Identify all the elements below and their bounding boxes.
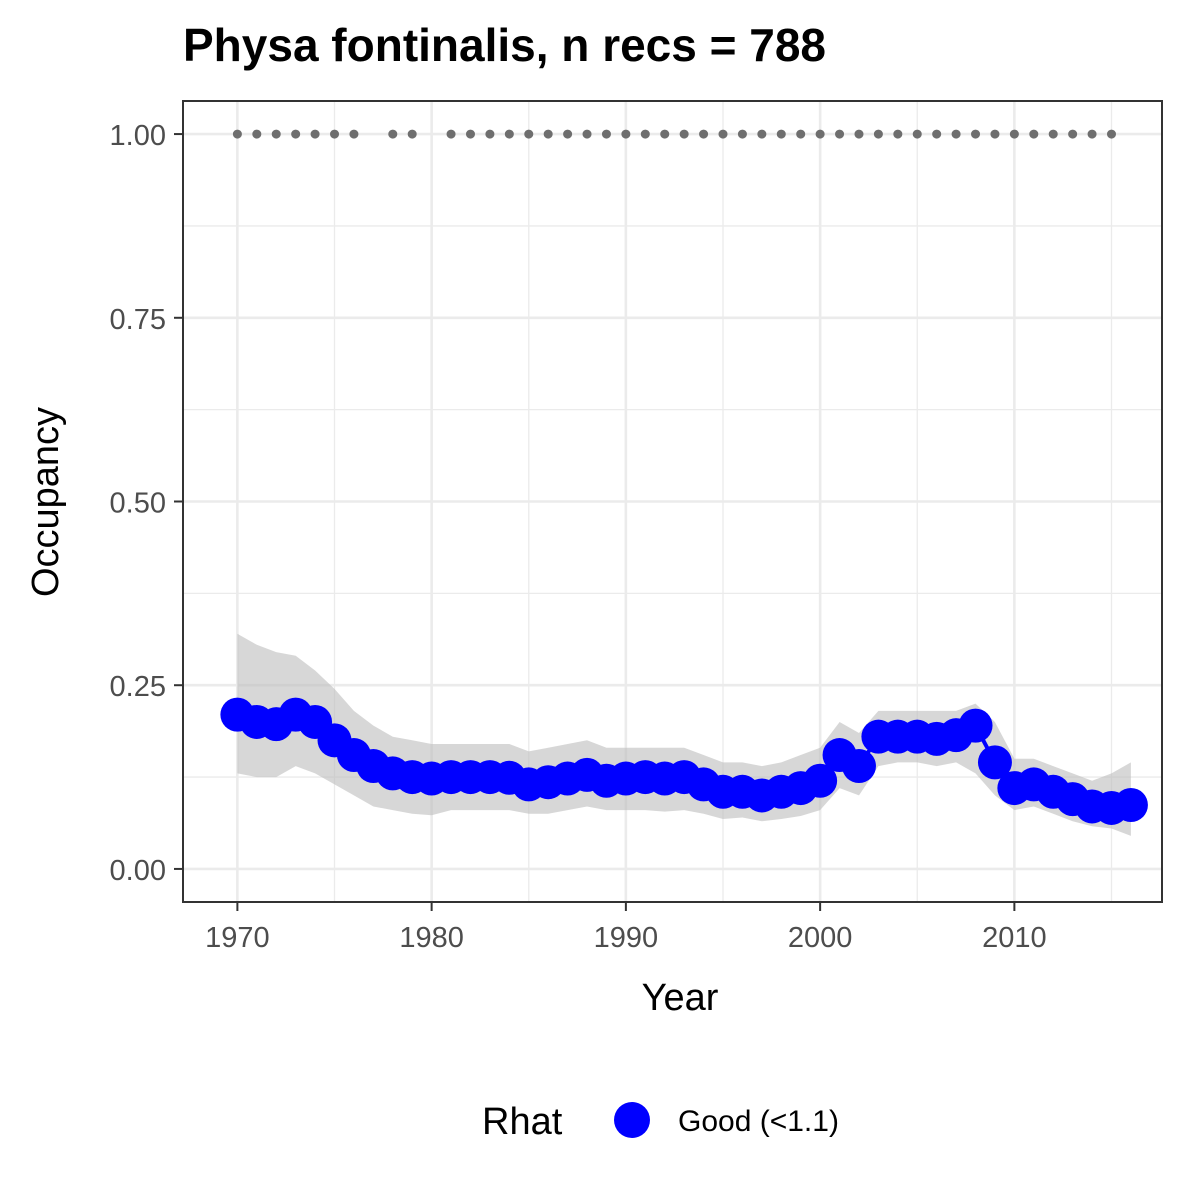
legend-title: Rhat (482, 1101, 563, 1143)
record-point (990, 130, 999, 139)
record-point (874, 130, 883, 139)
record-point (272, 130, 281, 139)
x-tick-label: 1970 (205, 922, 270, 954)
y-axis: 0.00 0.25 0.50 0.75 1.00 (110, 120, 183, 887)
y-tick-label: 0.25 (110, 671, 166, 703)
record-point (602, 130, 611, 139)
y-tick-label: 1.00 (110, 120, 166, 152)
record-point (641, 130, 650, 139)
record-point (835, 130, 844, 139)
data-point (959, 709, 993, 743)
record-point (544, 130, 553, 139)
record-point (932, 130, 941, 139)
record-point (252, 130, 261, 139)
legend: Rhat Good (<1.1) (482, 1101, 839, 1143)
y-tick-label: 0.50 (110, 488, 166, 520)
record-point (913, 130, 922, 139)
legend-label-good: Good (<1.1) (678, 1105, 839, 1138)
record-point (291, 130, 300, 139)
record-point (1029, 130, 1038, 139)
record-point (660, 130, 669, 139)
record-point (1088, 130, 1097, 139)
record-point (1068, 130, 1077, 139)
data-point (1114, 788, 1148, 822)
data-point (842, 749, 876, 783)
y-tick-label: 0.00 (110, 855, 166, 887)
record-point (330, 130, 339, 139)
record-point (699, 130, 708, 139)
x-tick-label: 2010 (982, 922, 1047, 954)
x-tick-label: 1990 (594, 922, 659, 954)
record-point (505, 130, 514, 139)
record-point (583, 130, 592, 139)
record-point (485, 130, 494, 139)
x-tick-label: 1980 (399, 922, 464, 954)
record-point (738, 130, 747, 139)
record-point (621, 130, 630, 139)
x-axis-title: Year (642, 977, 719, 1019)
record-point (311, 130, 320, 139)
record-point (971, 130, 980, 139)
record-point (1010, 130, 1019, 139)
legend-key-good (614, 1102, 650, 1138)
record-point (680, 130, 689, 139)
record-point (408, 130, 417, 139)
record-point (563, 130, 572, 139)
record-point (854, 130, 863, 139)
x-axis: 1970 1980 1990 2000 2010 (205, 902, 1046, 954)
record-point (796, 130, 805, 139)
y-axis-title: Occupancy (25, 407, 67, 597)
record-point (466, 130, 475, 139)
record-point (388, 130, 397, 139)
record-point (719, 130, 728, 139)
record-point (233, 130, 242, 139)
record-point (893, 130, 902, 139)
record-point (1107, 130, 1116, 139)
record-point (349, 130, 358, 139)
record-point (952, 130, 961, 139)
y-tick-label: 0.75 (110, 304, 166, 336)
record-point (447, 130, 456, 139)
record-point (816, 130, 825, 139)
record-point (777, 130, 786, 139)
record-point (757, 130, 766, 139)
x-tick-label: 2000 (788, 922, 853, 954)
record-point (524, 130, 533, 139)
record-point (1049, 130, 1058, 139)
